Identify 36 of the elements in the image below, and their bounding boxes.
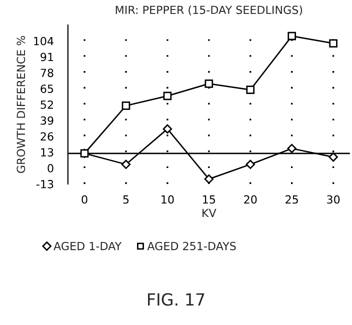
legend-label: AGED 251-DAYS [147,242,236,250]
y-tick-label: 39 [40,116,54,125]
point [246,160,255,170]
point [121,160,131,170]
y-tick-label: 91 [40,52,54,62]
x-tick-label: 15 [203,195,216,204]
y-tick-label: 78 [40,68,54,78]
y-tick-label: -13 [36,180,54,188]
y-tick-label: 26 [40,132,54,141]
y-tick-label: 104 [34,36,54,46]
y-tick-label: 65 [40,84,54,93]
caption: FIG. 17 [148,293,204,306]
point [328,152,338,162]
x-axis-title: KV [202,208,216,218]
point [162,124,172,134]
y-tick-label: 52 [40,100,53,109]
legend-label: AGED 1-DAY [54,242,122,250]
y-tick-label: 0 [48,164,54,172]
x-tick-label: 5 [123,195,129,204]
point [246,86,255,94]
x-tick-label: 30 [327,195,340,204]
point [288,32,296,40]
point [163,92,172,100]
point [329,39,338,48]
point [122,102,130,110]
point [80,149,89,158]
point [204,174,214,184]
point [287,144,296,154]
y-axis-title: GROWTH DIFFERENCE % [16,36,26,174]
x-tick-label: 0 [82,195,88,204]
chart-title: MIR: PEPPER (15-DAY SEEDLINGS) [116,5,302,16]
x-tick-label: 25 [286,195,298,204]
x-tick-label: 20 [244,195,257,204]
y-tick-label: 13 [41,148,54,157]
x-tick-label: 10 [162,195,174,204]
point [204,80,214,88]
